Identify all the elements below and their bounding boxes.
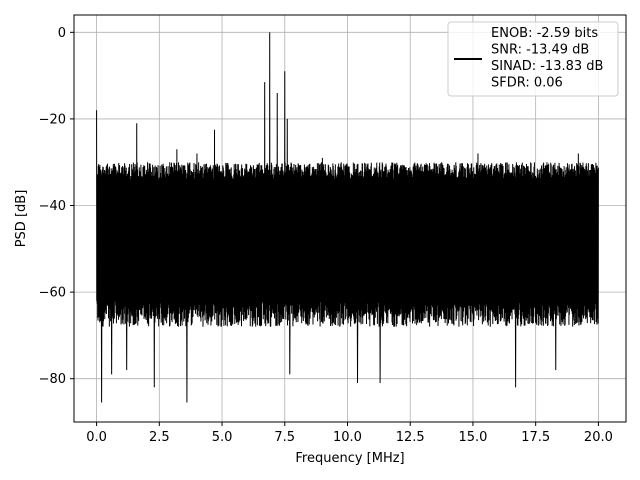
y-tick-label: −60 <box>39 286 66 301</box>
series-layer <box>96 32 599 403</box>
y-tick-label: −20 <box>39 112 66 127</box>
y-tick-label: 0 <box>58 26 66 41</box>
legend-snr: SNR: -13.49 dB <box>491 43 589 58</box>
x-tick-label: 0.0 <box>86 430 107 445</box>
y-tick-label: −80 <box>39 372 66 387</box>
y-tick-label: −40 <box>39 199 66 214</box>
legend-enob: ENOB: -2.59 bits <box>491 26 598 41</box>
y-axis-label: PSD [dB] <box>14 190 29 248</box>
x-tick-label: 15.0 <box>458 430 487 445</box>
x-tick-label: 2.5 <box>149 430 170 445</box>
x-axis-ticks: 0.0 2.5 5.0 7.5 10.0 12.5 15.0 17.5 20.0 <box>86 422 613 445</box>
x-tick-label: 17.5 <box>521 430 550 445</box>
legend-sfdr: SFDR: 0.06 <box>491 76 563 91</box>
x-tick-label: 7.5 <box>274 430 295 445</box>
x-tick-label: 5.0 <box>212 430 233 445</box>
x-tick-label: 10.0 <box>333 430 362 445</box>
plot-frame <box>73 14 627 423</box>
psd-series-line <box>96 32 599 403</box>
y-axis-ticks: 0 −20 −40 −60 −80 <box>39 26 74 387</box>
x-tick-label: 20.0 <box>584 430 613 445</box>
x-tick-label: 12.5 <box>396 430 425 445</box>
x-axis-label: Frequency [MHz] <box>295 451 404 466</box>
legend-sinad: SINAD: -13.83 dB <box>491 59 603 74</box>
legend-box <box>447 21 619 97</box>
legend: ENOB: -2.59 bits SNR: -13.49 dB SINAD: -… <box>447 21 619 97</box>
